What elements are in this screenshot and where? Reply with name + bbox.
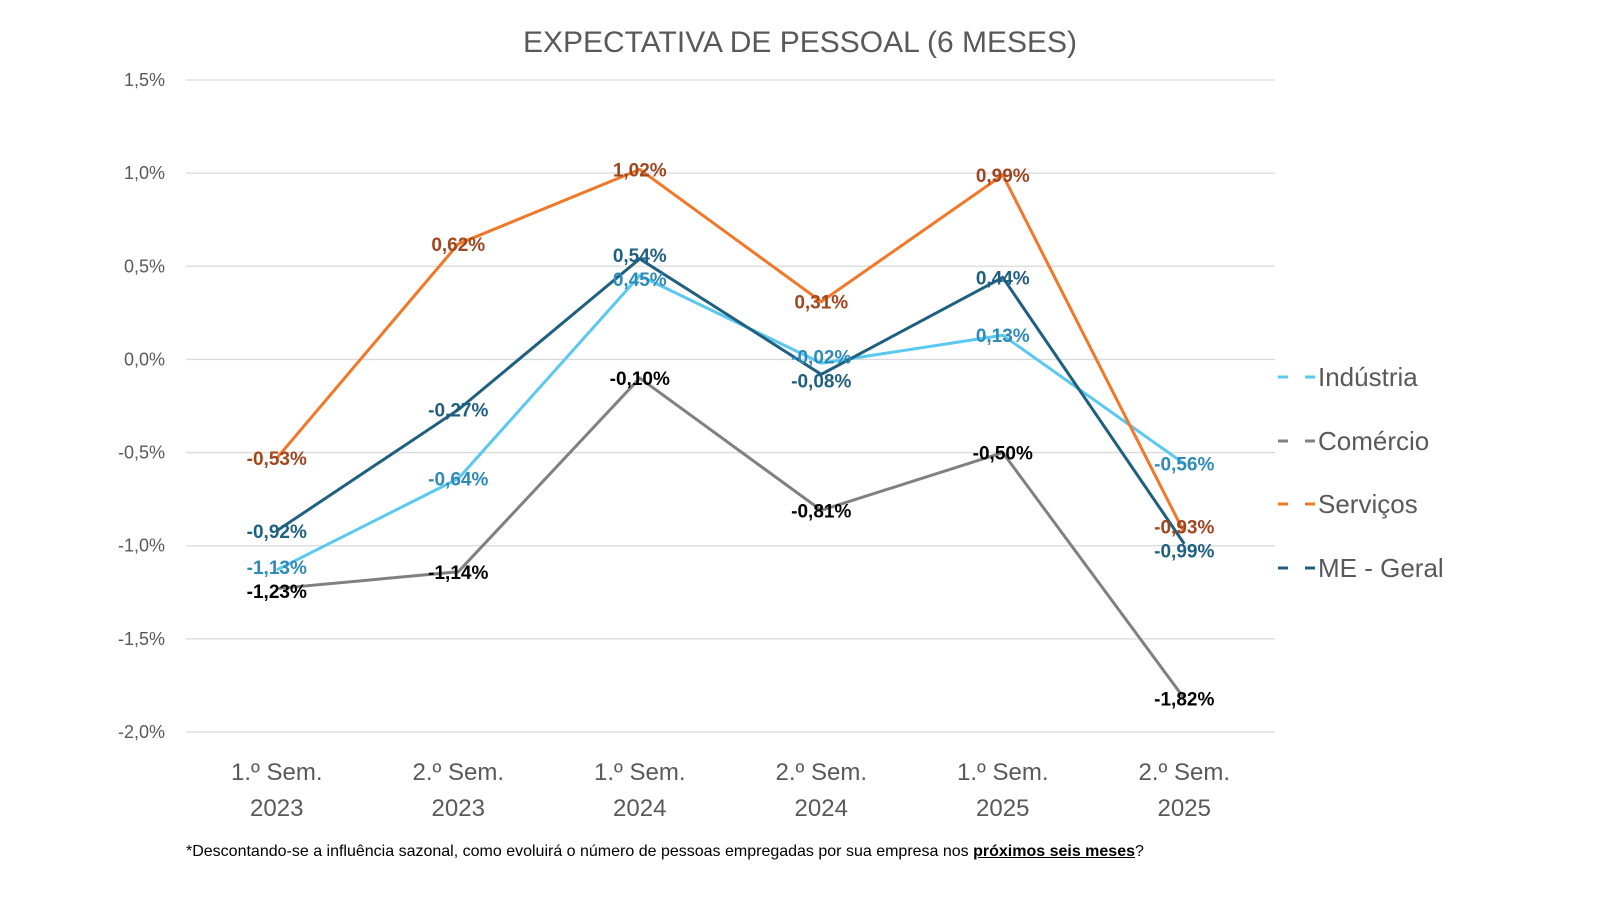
y-tick-label: -1,0%: [118, 536, 165, 556]
data-label: -0,50%: [973, 444, 1033, 465]
data-label: -1,23%: [247, 582, 307, 603]
series-line-ind-stria: [276, 273, 1186, 572]
data-label: -0,27%: [428, 401, 488, 422]
x-tick-label-year: 2025: [1158, 795, 1211, 822]
data-label: -0,99%: [1154, 541, 1214, 562]
data-label: -0,56%: [1154, 455, 1214, 476]
x-tick-label-year: 2023: [432, 795, 485, 822]
x-tick-label: 1.º Sem.: [231, 759, 322, 786]
x-tick-label: 2.º Sem.: [413, 759, 504, 786]
data-label: -0,08%: [791, 372, 851, 393]
data-label: 0,44%: [976, 268, 1030, 289]
y-tick-label: -0,5%: [118, 443, 165, 463]
data-label: 0,31%: [794, 293, 848, 314]
footnote-text: *Descontando-se a influência sazonal, co…: [186, 843, 974, 860]
data-label: -1,14%: [428, 563, 488, 584]
x-tick-label: 1.º Sem.: [957, 759, 1048, 786]
series-line-servi-os: [275, 167, 1186, 534]
y-tick-label: -2,0%: [118, 722, 165, 742]
y-tick-label: 1,0%: [124, 163, 165, 183]
data-label: -0,64%: [428, 470, 488, 491]
x-tick-label: 2.º Sem.: [776, 759, 867, 786]
y-tick-label: 1,5%: [124, 70, 165, 90]
x-tick-label: 1.º Sem.: [594, 759, 685, 786]
data-label: 0,62%: [431, 235, 485, 256]
y-tick-label: -1,5%: [118, 629, 165, 649]
data-label: -1,82%: [1154, 689, 1214, 710]
data-label: -0,53%: [247, 449, 307, 470]
data-label: 0,54%: [613, 246, 667, 267]
data-label: -1,13%: [247, 558, 307, 579]
x-tick-label-year: 2024: [613, 795, 666, 822]
x-tick-label-year: 2023: [250, 795, 303, 822]
y-tick-label: 0,0%: [124, 349, 165, 369]
x-tick-label-year: 2024: [795, 795, 848, 822]
footnote-emphasis: próximos seis meses: [973, 843, 1135, 860]
data-label: -0,92%: [247, 522, 307, 543]
legend-label: Serviços: [1318, 489, 1418, 519]
footnote-end: ?: [1135, 843, 1144, 860]
legend-label: Indústria: [1318, 362, 1418, 392]
series-line-me-geral: [275, 256, 1186, 545]
data-label: -0,02%: [791, 348, 851, 369]
legend-label: Comércio: [1318, 426, 1429, 456]
x-tick-label: 2.º Sem.: [1139, 759, 1230, 786]
legend-label: ME - Geral: [1318, 553, 1444, 583]
x-tick-label-year: 2025: [976, 795, 1029, 822]
y-tick-label: 0,5%: [124, 256, 165, 276]
data-label: 0,99%: [976, 166, 1030, 187]
footnote: *Descontando-se a influência sazonal, co…: [186, 843, 1144, 861]
data-label: 1,02%: [613, 160, 667, 181]
data-label: 0,13%: [976, 326, 1030, 347]
series-line-com-rcio: [276, 376, 1186, 700]
data-label: 0,45%: [613, 270, 667, 291]
data-label: -0,93%: [1154, 517, 1214, 538]
data-label: -0,10%: [610, 369, 670, 390]
data-label: -0,81%: [791, 501, 851, 522]
chart-title: EXPECTATIVA DE PESSOAL (6 MESES): [522, 26, 1078, 59]
